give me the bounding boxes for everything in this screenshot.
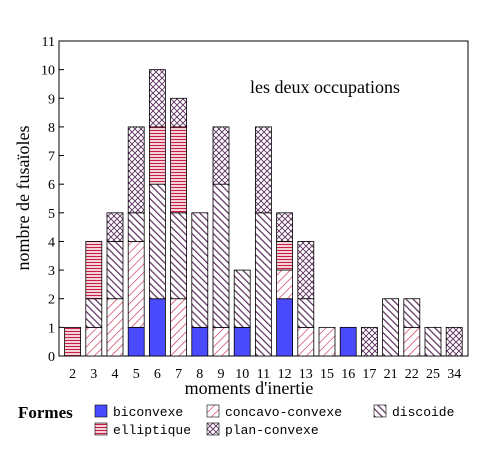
legend-swatch-biconvexe	[94, 404, 108, 418]
bar-segment-discoide	[191, 212, 209, 328]
chart-annotation: les deux occupations	[250, 77, 400, 97]
x-axis-label: moments d'inertie	[185, 378, 314, 398]
bar-segment-concavo	[85, 326, 103, 357]
bar-segment-discoide	[424, 326, 442, 357]
x-tick-label: 11	[257, 367, 270, 382]
legend-label-concavo-convexe: concavo-convexe	[225, 405, 342, 420]
bar-segment-plan	[297, 241, 315, 300]
y-tick-label: 6	[48, 178, 55, 193]
legend-label-plan-convexe: plan-convexe	[225, 423, 319, 438]
bar-segment-elliptique	[85, 241, 103, 300]
bar-segment-plan	[360, 326, 378, 357]
bar-segment-elliptique	[276, 241, 294, 271]
x-tick-label: 10	[235, 367, 249, 382]
bar-segment-discoide	[170, 212, 188, 300]
bar-segment-discoide	[127, 212, 145, 242]
bar-segment-plan	[254, 126, 272, 214]
y-axis: 0 1 2 3 4 5 6 7 8 9 10 11	[41, 35, 64, 365]
bar-segment-elliptique	[64, 326, 81, 357]
legend-item-concavo-convexe: concavo-convexe	[206, 404, 342, 420]
y-tick-label: 0	[48, 350, 55, 365]
legend-label-biconvexe: biconvexe	[113, 405, 183, 420]
x-tick-label: 21	[384, 367, 398, 382]
x-tick-label: 12	[278, 367, 292, 382]
x-tick-label: 5	[133, 367, 140, 382]
y-tick-label: 11	[42, 35, 55, 50]
y-tick-label: 8	[48, 121, 55, 136]
bar-segment-concavo	[106, 298, 124, 357]
bar-segment-elliptique	[170, 126, 188, 214]
legend-item-discoide: discoide	[373, 404, 454, 420]
legend: Formes biconvexe concavo-convexe discoid…	[18, 403, 454, 438]
x-tick-label: 13	[299, 367, 313, 382]
bar-segment-biconvexe	[276, 298, 294, 357]
x-tick-label: 8	[196, 367, 203, 382]
y-tick-label: 2	[48, 293, 55, 308]
bar-segment-concavo	[276, 269, 294, 300]
bar-segment-discoide	[403, 298, 421, 328]
x-tick-label: 34	[447, 367, 461, 382]
bar-segment-plan	[212, 126, 230, 185]
x-tick-label: 17	[362, 367, 376, 382]
legend-swatch-concavo-convexe	[206, 404, 220, 418]
bar-segment-concavo	[297, 326, 315, 357]
bar-segment-plan	[276, 212, 294, 242]
bar-segment-discoide	[106, 241, 124, 300]
bar-segment-discoide	[233, 269, 251, 328]
bar-segment-biconvexe	[191, 326, 209, 357]
bar-segment-plan	[106, 212, 124, 242]
x-tick-label: 3	[90, 367, 97, 382]
bar-segment-biconvexe	[339, 326, 357, 357]
x-tick-label: 16	[341, 367, 355, 382]
y-tick-label: 1	[48, 321, 55, 336]
bar-segment-concavo	[403, 326, 421, 357]
y-axis-label: nombre de fusaïoles	[13, 126, 33, 271]
x-tick-label: 6	[154, 367, 161, 382]
bar-segment-discoide	[382, 298, 400, 357]
bar-segment-concavo	[170, 298, 188, 357]
bar-segment-discoide	[212, 183, 230, 328]
x-tick-label: 2	[69, 367, 76, 382]
legend-swatch-elliptique	[94, 422, 108, 436]
x-tick-label: 9	[218, 367, 225, 382]
legend-title: Formes	[18, 403, 73, 422]
legend-label-discoide: discoide	[392, 405, 454, 420]
y-tick-label: 4	[48, 235, 55, 250]
legend-item-elliptique: elliptique	[94, 422, 191, 438]
bar-segment-discoide	[148, 183, 166, 300]
y-tick-label: 9	[48, 92, 55, 107]
bar-segment-discoide	[85, 298, 103, 328]
x-axis: 2 3 4 5 6 7 8 9 10 11 12 13 15 16 17 21 22 25 34	[69, 367, 461, 382]
bar-segment-discoide	[297, 298, 315, 328]
bar-segment-concavo	[318, 326, 336, 357]
legend-item-plan-convexe: plan-convexe	[206, 422, 319, 438]
bars	[64, 69, 463, 357]
y-tick-label: 10	[41, 64, 55, 79]
bar-segment-elliptique	[148, 126, 166, 185]
bar-segment-plan	[170, 97, 188, 128]
bar-segment-biconvexe	[127, 326, 145, 357]
x-tick-label: 25	[426, 367, 440, 382]
x-tick-label: 22	[405, 367, 419, 382]
legend-item-biconvexe: biconvexe	[94, 404, 183, 420]
y-tick-label: 3	[48, 264, 55, 279]
bar-segment-plan	[148, 69, 166, 128]
bar-segment-discoide	[254, 212, 272, 357]
legend-swatch-plan-convexe	[206, 422, 220, 436]
bar-segment-concavo	[212, 326, 230, 357]
legend-swatch-discoide	[373, 404, 387, 418]
y-tick-label: 7	[48, 150, 55, 165]
x-tick-label: 4	[112, 367, 119, 382]
y-tick-label: 5	[48, 207, 55, 222]
bar-segment-biconvexe	[233, 326, 251, 357]
bar-segment-biconvexe	[148, 298, 166, 357]
bar-segment-plan	[127, 126, 145, 214]
legend-label-elliptique: elliptique	[113, 423, 191, 438]
bar-segment-plan	[445, 326, 463, 357]
bar-segment-concavo	[127, 241, 145, 328]
x-tick-label: 15	[320, 367, 334, 382]
x-tick-label: 7	[175, 367, 182, 382]
